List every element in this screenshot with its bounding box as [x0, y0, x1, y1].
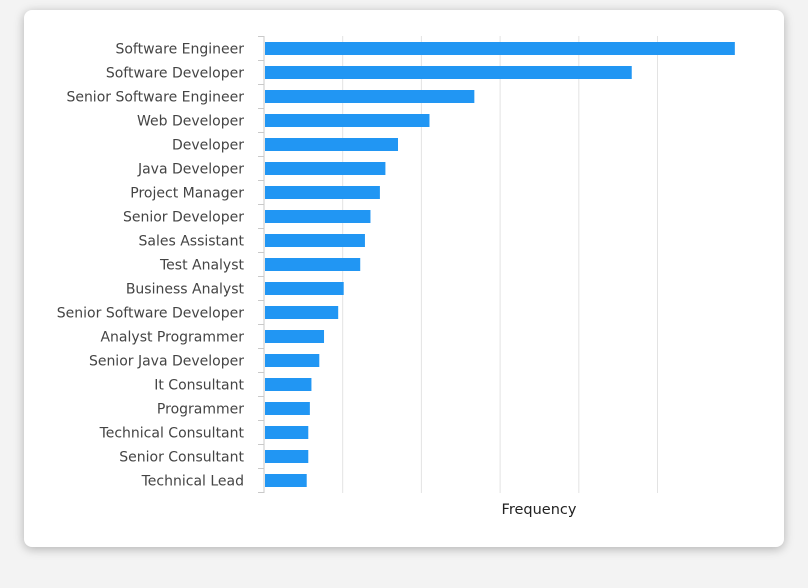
bar-java-developer [265, 162, 386, 175]
bar-analyst-programmer [265, 330, 325, 343]
category-label: Test Analyst [159, 258, 245, 274]
bar-senior-developer [265, 210, 371, 223]
bar-technical-consultant [265, 426, 309, 439]
category-label: Java Developer [137, 162, 244, 178]
category-label: Analyst Programmer [100, 330, 244, 346]
category-label: Programmer [157, 402, 244, 418]
category-label: Sales Assistant [139, 234, 245, 250]
y-axis [258, 36, 265, 493]
gridlines [342, 36, 658, 493]
bars [265, 42, 735, 487]
bar-developer [265, 138, 399, 151]
bar-sales-assistant [265, 234, 365, 247]
category-label: Senior Consultant [119, 450, 244, 466]
bar-it-consultant [265, 378, 312, 391]
bar-senior-consultant [265, 450, 309, 463]
category-label: Technical Lead [141, 474, 244, 490]
category-labels: Software Engineer Software Developer Senio… [57, 42, 245, 490]
category-label: Business Analyst [126, 282, 245, 298]
bar-senior-software-developer [265, 306, 339, 319]
x-axis-title: Frequency [502, 502, 577, 518]
bar-test-analyst [265, 258, 361, 271]
category-label: Technical Consultant [99, 426, 245, 442]
category-label: Senior Software Engineer [66, 90, 244, 106]
category-label: Developer [172, 138, 244, 154]
bar-business-analyst [265, 282, 344, 295]
bar-software-developer [265, 66, 632, 79]
category-label: Senior Java Developer [89, 354, 244, 370]
category-label: Software Developer [106, 66, 244, 82]
category-label: Web Developer [137, 114, 244, 130]
category-label: Senior Developer [123, 210, 244, 226]
bar-senior-software-engineer [265, 90, 475, 103]
bar-technical-lead [265, 474, 307, 487]
category-label: It Consultant [154, 378, 244, 394]
category-label: Software Engineer [115, 42, 244, 58]
bar-senior-java-developer [265, 354, 320, 367]
bar-project-manager [265, 186, 380, 199]
bar-programmer [265, 402, 310, 415]
bar-software-engineer [265, 42, 735, 55]
category-label: Project Manager [130, 186, 244, 202]
bar-web-developer [265, 114, 430, 127]
category-label: Senior Software Developer [57, 306, 244, 322]
